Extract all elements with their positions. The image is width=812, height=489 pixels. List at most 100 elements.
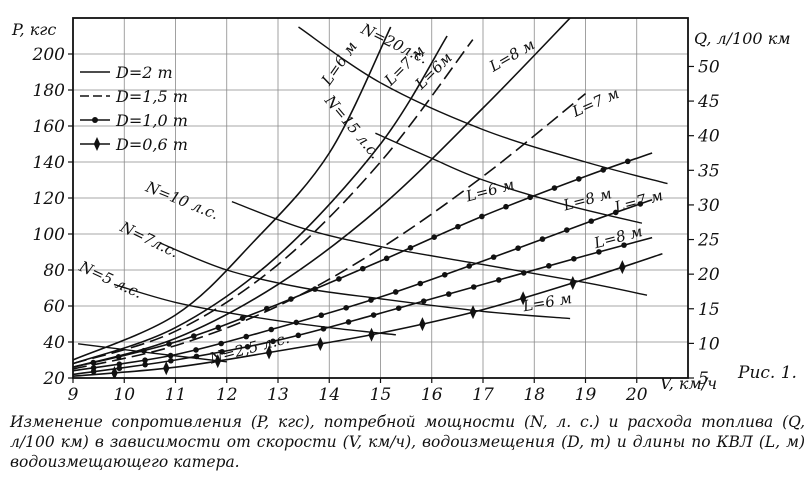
y-left-tick-label: 80 xyxy=(43,261,65,281)
curve-dot-marker xyxy=(215,324,222,331)
series-label: N=7л.с. xyxy=(116,217,181,261)
curve-dot-marker xyxy=(392,289,399,295)
curve-dot-marker xyxy=(359,265,366,272)
chart-legend: D=2 т D=1,5 т D=1,0 т D=0,6 т xyxy=(80,63,188,154)
curve-dot-marker xyxy=(90,359,97,366)
series-label: L=8 м xyxy=(485,35,538,76)
y-left-tick-label: 40 xyxy=(42,333,65,353)
x-tick-label: 9 xyxy=(68,385,79,405)
curve-dot-marker xyxy=(368,297,374,303)
curve-dot-marker xyxy=(490,254,497,260)
curve-dot-marker xyxy=(503,203,509,210)
curve-dot-marker xyxy=(318,312,325,319)
series-label: N=5 л.с. xyxy=(76,257,146,302)
curve-dot-marker xyxy=(383,255,390,262)
curve-diamond-marker xyxy=(163,361,170,376)
curve-dot-marker xyxy=(295,332,302,339)
curve-diamond-marker xyxy=(368,327,375,342)
curve-dot-marker xyxy=(142,361,148,368)
resistance-curve-solid xyxy=(73,35,448,365)
power-curve xyxy=(78,343,227,363)
curve-dot-marker xyxy=(167,352,174,359)
y-left-tick-label: 200 xyxy=(32,45,66,65)
y-right-tick-label: 35 xyxy=(698,161,720,181)
power-curve xyxy=(113,283,396,336)
x-tick-label: 12 xyxy=(216,385,238,405)
curve-dot-marker xyxy=(166,341,172,347)
y-left-tick-label: 140 xyxy=(33,153,66,173)
curve-diamond-marker xyxy=(265,345,273,360)
curve-dot-marker xyxy=(268,326,275,333)
curve-dot-marker xyxy=(116,361,123,367)
curve-dot-marker xyxy=(596,249,602,255)
curve-dot-marker xyxy=(571,256,577,262)
curve-dot-marker xyxy=(142,357,148,363)
curve-dot-marker xyxy=(141,347,147,354)
curve-dot-marker xyxy=(168,357,174,364)
resistance-curve-solid xyxy=(73,26,392,361)
x-tick-label: 19 xyxy=(575,385,597,405)
x-tick-label: 11 xyxy=(165,385,187,405)
figure-caption: Изменение сопротивления (P, кгс), потреб… xyxy=(10,413,805,471)
y-right-tick-label: 10 xyxy=(698,334,720,354)
curve-dot-marker xyxy=(539,236,546,242)
curve-dot-marker xyxy=(193,347,199,353)
curve-diamond-marker xyxy=(111,365,118,378)
y-right-tick-label: 45 xyxy=(697,92,720,112)
series-label: L=7 м xyxy=(612,186,665,216)
y-right-tick-label: 15 xyxy=(698,300,720,320)
curve-dot-marker xyxy=(218,340,224,347)
curve-diamond-marker xyxy=(619,260,626,275)
curve-dot-marker xyxy=(90,368,97,375)
curve-dot-marker xyxy=(621,242,627,248)
legend-label: D=0,6 т xyxy=(115,135,188,154)
curve-dot-marker xyxy=(293,319,300,326)
curve-dot-marker xyxy=(455,223,461,230)
series-label: N=10 л.с. xyxy=(142,177,221,223)
power-curve xyxy=(298,26,668,185)
y-left-tick-label: 100 xyxy=(33,225,66,245)
resistance-curve-dashed xyxy=(73,92,587,370)
chart-ticks: 9 10 11 12 13 14 15 16 17 18 19 20 20 40 60 80 100 120 140… xyxy=(32,45,720,405)
curve-dot-marker xyxy=(370,312,377,318)
curve-dot-marker xyxy=(243,333,250,340)
x-tick-label: 16 xyxy=(421,385,443,405)
curve-dot-marker xyxy=(564,227,570,233)
curve-diamond-marker xyxy=(317,336,324,351)
curve-dot-marker xyxy=(288,296,294,302)
curve-dot-marker xyxy=(637,201,644,207)
y-left-tick-label: 160 xyxy=(33,117,66,137)
curve-dot-marker xyxy=(263,305,270,312)
curve-dot-marker xyxy=(576,176,582,182)
power-curve xyxy=(375,132,643,224)
y-right-tick-label: 25 xyxy=(697,231,720,251)
x-tick-label: 13 xyxy=(267,385,289,405)
curve-dot-marker xyxy=(115,353,122,360)
curve-dot-marker xyxy=(320,326,327,332)
curve-diamond-marker xyxy=(469,305,477,320)
curve-dot-marker xyxy=(470,284,477,290)
y-axis-title-right: Q, л/100 км xyxy=(694,29,791,48)
curve-dot-marker xyxy=(515,245,521,251)
legend-label: D=1,5 т xyxy=(115,87,188,106)
y-left-tick-label: 20 xyxy=(42,369,65,389)
curve-dot-marker xyxy=(407,245,414,251)
y-left-tick-label: 120 xyxy=(33,189,66,209)
chart-markers xyxy=(90,158,644,378)
curve-diamond-marker xyxy=(214,354,221,369)
y-left-tick-label: 180 xyxy=(33,81,66,101)
curve-dot-marker xyxy=(588,218,595,224)
x-tick-label: 18 xyxy=(523,385,545,405)
resistance-curve-dashed xyxy=(73,39,474,365)
figure-label: Рис. 1. xyxy=(738,363,797,383)
curve-dot-marker xyxy=(312,286,318,292)
curve-dot-marker xyxy=(479,213,485,220)
curve-dot-marker xyxy=(466,263,473,269)
curve-dot-marker xyxy=(431,234,437,240)
legend-dot-marker xyxy=(92,117,98,123)
resistance-curve-dot xyxy=(73,199,653,372)
curve-dot-marker xyxy=(336,276,342,282)
x-tick-label: 20 xyxy=(625,385,648,405)
y-right-tick-label: 40 xyxy=(697,127,720,147)
